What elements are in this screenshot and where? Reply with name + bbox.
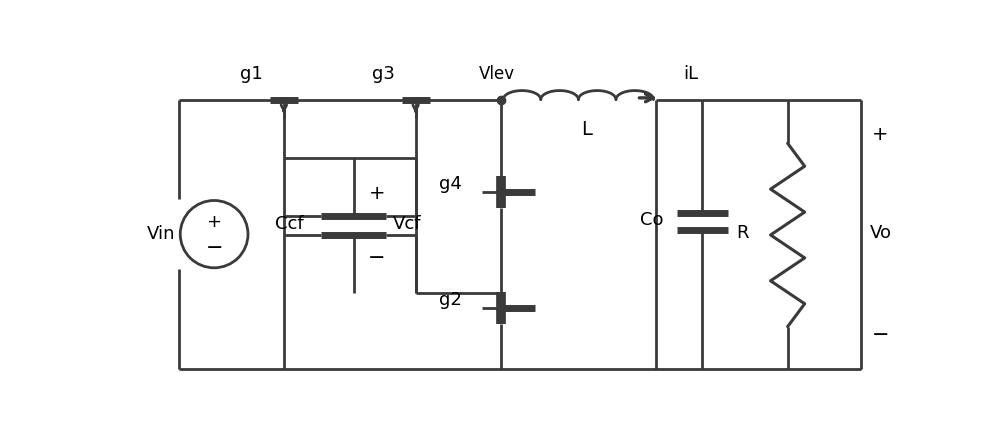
Text: −: − xyxy=(368,248,386,268)
Text: Vlev: Vlev xyxy=(479,65,515,83)
Text: R: R xyxy=(736,224,749,242)
Text: iL: iL xyxy=(683,65,698,83)
Text: −: − xyxy=(205,238,223,257)
Text: Vin: Vin xyxy=(147,225,175,243)
Text: −: − xyxy=(872,325,889,345)
Text: +: + xyxy=(207,213,222,231)
Text: Ccf: Ccf xyxy=(275,215,303,233)
Text: g3: g3 xyxy=(372,65,395,83)
Text: +: + xyxy=(369,184,385,203)
Text: g1: g1 xyxy=(240,65,263,83)
Text: Vcf: Vcf xyxy=(392,215,421,233)
Text: g4: g4 xyxy=(439,175,462,193)
Text: Co: Co xyxy=(640,211,664,229)
Text: +: + xyxy=(872,125,889,144)
Text: Vo: Vo xyxy=(870,224,892,242)
Text: g2: g2 xyxy=(439,291,462,309)
Text: L: L xyxy=(581,120,592,139)
